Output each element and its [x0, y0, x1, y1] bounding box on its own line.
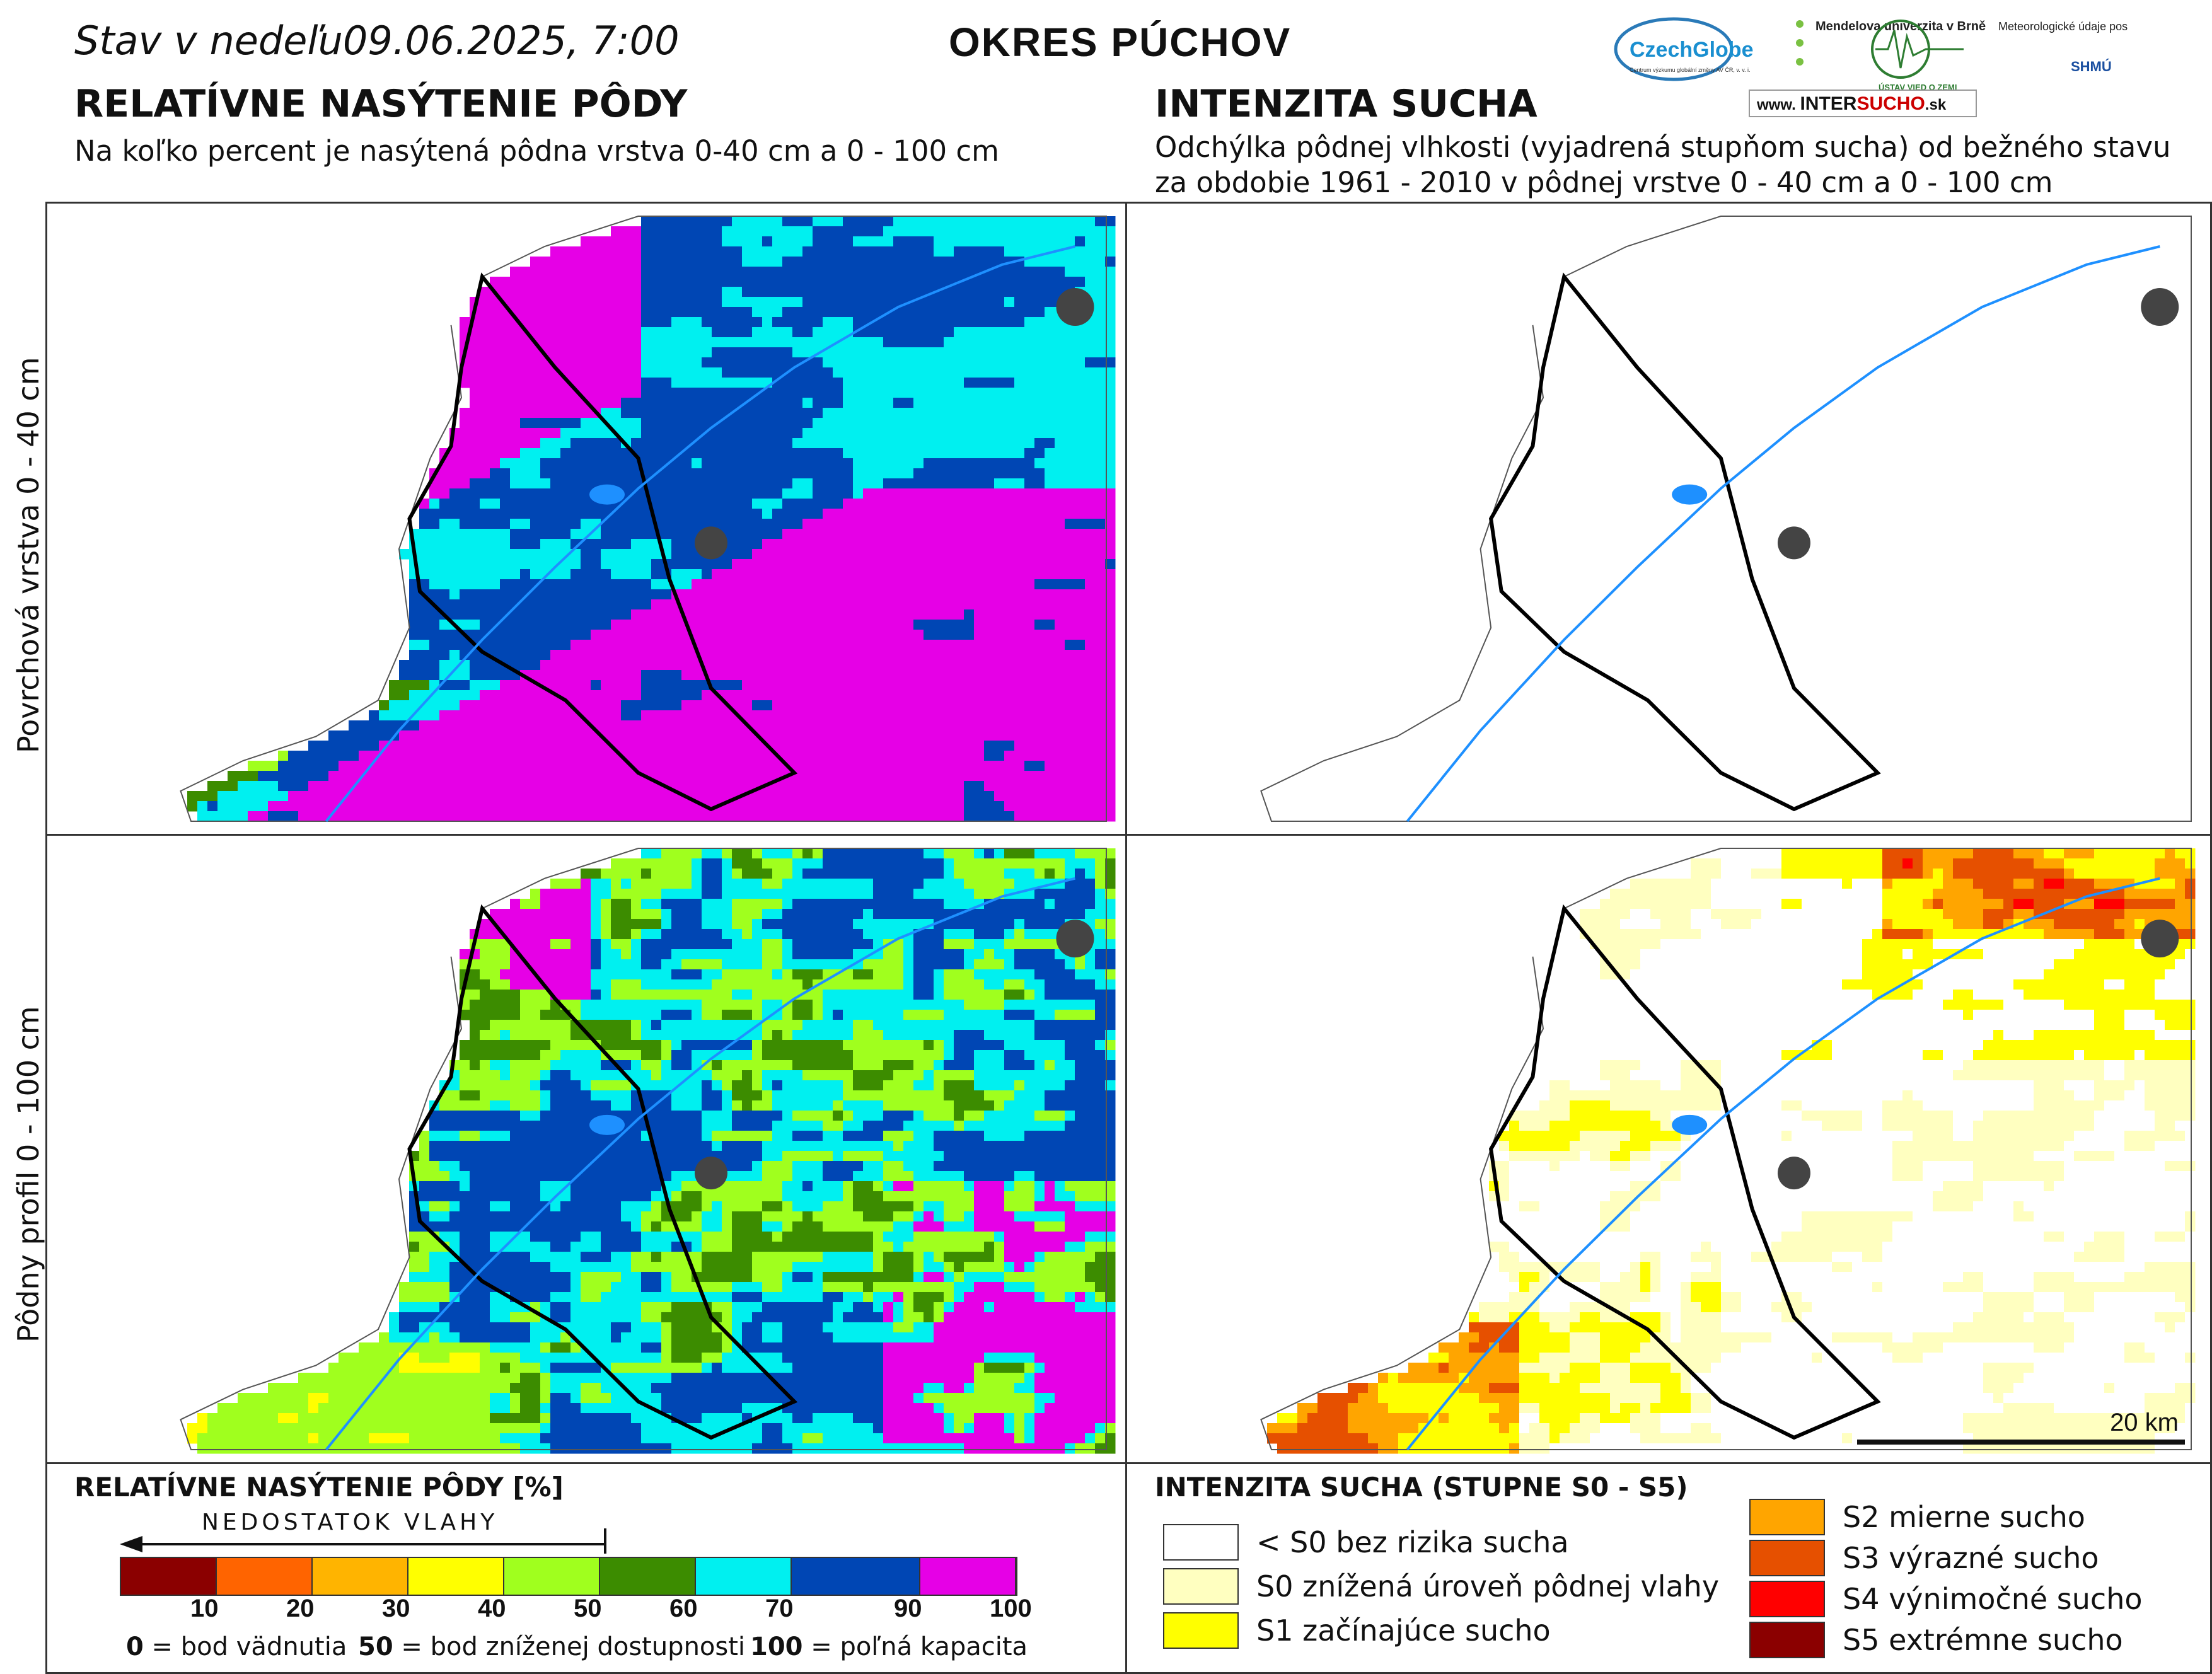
drought-subtitle-line2: za obdobie 1961 - 2010 v pôdnej vrstve 0…	[1155, 166, 2053, 199]
legend-label: S2 mierne sucho	[1843, 1500, 2085, 1534]
colorbar-tick-label: 30	[382, 1595, 410, 1622]
legend-swatch	[1749, 1622, 1825, 1658]
town-area	[695, 1157, 727, 1190]
scale-bar: 20 km	[1857, 1409, 2185, 1445]
scale-bar-label: 20 km	[2110, 1409, 2179, 1436]
river-vah	[325, 245, 1075, 823]
town-area	[1777, 526, 1810, 560]
drought-legend-item: S5 extrémne sucho	[1749, 1622, 2123, 1658]
colorbar-segment	[217, 1558, 313, 1595]
czechglobe-subtitle: Centrum výzkumu globální změny AV ČR, v.…	[1630, 67, 1751, 73]
shortage-arrow-label: NEDOSTATOK VLAHY	[202, 1509, 499, 1535]
district-boundary	[407, 272, 798, 812]
town-area	[1777, 1157, 1810, 1190]
drought-legend-item: S3 výrazné sucho	[1749, 1540, 2099, 1576]
legend-swatch	[1163, 1612, 1239, 1649]
map-raster	[180, 216, 1116, 823]
meteo-label: Meteorologické údaje poskytuje:	[1998, 20, 2128, 33]
colorbar-tick-label: 70	[765, 1595, 794, 1622]
colorbar-segment	[792, 1558, 920, 1595]
drought-legend-item: S2 mierne sucho	[1749, 1499, 2085, 1535]
legend-label: S1 začínajúce sucho	[1256, 1613, 1551, 1648]
legend-swatch	[1163, 1568, 1239, 1605]
drought-legend-item: S1 začínajúce sucho	[1163, 1612, 1551, 1649]
czechglobe-logo: CzechGlobe	[1630, 38, 1753, 62]
drought-legend-item: S4 výnimočné sucho	[1749, 1581, 2143, 1617]
colorbar-tick-label: 100	[990, 1595, 1032, 1622]
colorbar-segment	[600, 1558, 696, 1595]
note-reduced-availability: 50 = bod zníženej dostupnosti	[358, 1632, 746, 1661]
map-drought-profile: 20 km	[1125, 834, 2212, 1464]
saturation-legend-title: RELATÍVNE NASÝTENIE PÔDY [%]	[74, 1472, 564, 1503]
note-wilting-point: 0 = bod vädnutia	[126, 1632, 347, 1661]
district-boundary	[407, 904, 798, 1440]
legend-label: S3 výrazné sucho	[1843, 1541, 2099, 1575]
town-area	[1056, 288, 1094, 326]
saturation-title: RELATÍVNE NASÝTENIE PÔDY	[74, 82, 688, 126]
river-vah	[1406, 245, 2160, 823]
row-label-top: Povrchová vrstva 0 - 40 cm	[11, 357, 45, 753]
colorbar-tick-label: 20	[286, 1595, 315, 1622]
colorbar-tick-label: 60	[669, 1595, 698, 1622]
legend-swatch	[1749, 1581, 1825, 1617]
town-area	[2141, 920, 2179, 958]
district-title: OKRES PÚCHOV	[949, 20, 1292, 65]
saturation-colorbar	[120, 1557, 1017, 1596]
saturation-subtitle: Na koľko percent je nasýtená pôdna vrstv…	[74, 134, 999, 168]
map-raster	[1260, 216, 2192, 823]
colorbar-segment	[408, 1558, 504, 1595]
colorbar-segment	[121, 1558, 217, 1595]
partner-logos: CzechGlobe Centrum výzkumu globální změn…	[1611, 11, 2160, 118]
logos-graphic: CzechGlobe Centrum výzkumu globální změn…	[1614, 17, 2160, 117]
legend-label: S0 znížená úroveň pôdnej vlahy	[1256, 1569, 1720, 1603]
date-title: Stav v nedeľu09.06.2025, 7:00	[74, 18, 680, 64]
legend-swatch	[1163, 1524, 1239, 1561]
colorbar-tick-label: 90	[894, 1595, 922, 1622]
drought-legend-item: S0 znížená úroveň pôdnej vlahy	[1163, 1568, 1719, 1605]
shmu-logo: SHMÚ	[2071, 59, 2112, 74]
drought-legend-title: INTENZITA SUCHA (STUPNE S0 - S5)	[1155, 1472, 1688, 1503]
map-raster	[1260, 848, 2196, 1454]
scale-bar-line	[1857, 1440, 2185, 1445]
colorbar-segment	[504, 1558, 600, 1595]
district-boundary	[1489, 272, 1881, 812]
map-drought-topsoil	[1125, 202, 2212, 836]
colorbar-tick-label: 50	[574, 1595, 602, 1622]
colorbar-segment	[696, 1558, 792, 1595]
colorbar-segment	[920, 1558, 1016, 1595]
drought-title: INTENZITA SUCHA	[1155, 82, 1537, 126]
town-area	[695, 526, 727, 560]
shortage-arrow	[120, 1528, 606, 1554]
legend-label: S4 výnimočné sucho	[1843, 1582, 2143, 1616]
town-area	[1056, 920, 1094, 958]
map-raster	[180, 848, 1116, 1454]
map-saturation-topsoil	[45, 202, 1127, 836]
river-vah	[325, 877, 1075, 1451]
note-field-capacity: 100 = poľná kapacita	[750, 1632, 1028, 1661]
legend-label: S5 extrémne sucho	[1843, 1623, 2123, 1657]
legend-swatch	[1749, 1499, 1825, 1535]
drought-legend	[1125, 1462, 2212, 1674]
town-area	[2141, 288, 2179, 326]
legend-label: < S0 bez rizika sucha	[1256, 1525, 1569, 1559]
map-saturation-profile	[45, 834, 1127, 1464]
intersucho-logo: www. INTERSUCHO.sk	[1756, 93, 1947, 114]
colorbar-segment	[313, 1558, 408, 1595]
row-label-bottom: Pôdny profil 0 - 100 cm	[11, 1006, 45, 1342]
colorbar-tick-label: 10	[190, 1595, 219, 1622]
mendel-logo: Mendelova univerzita v Brně	[1815, 20, 1986, 33]
colorbar-tick-label: 40	[478, 1595, 506, 1622]
district-boundary	[1489, 904, 1881, 1440]
legend-swatch	[1749, 1540, 1825, 1576]
drought-legend-item: < S0 bez rizika sucha	[1163, 1524, 1569, 1561]
drought-subtitle-line1: Odchýlka pôdnej vlhkosti (vyjadrená stup…	[1155, 130, 2171, 164]
river-vah	[1406, 877, 2160, 1451]
